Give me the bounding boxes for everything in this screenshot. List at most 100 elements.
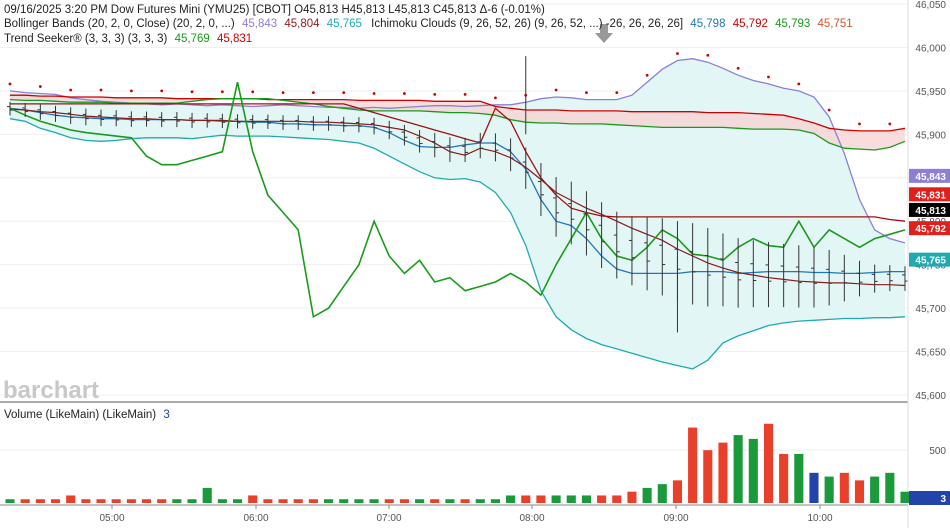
volume-bar [81,499,91,503]
volume-bar [839,472,849,503]
price-tick-label: 45,700 [915,304,946,315]
trend-seeker-dot [190,90,194,94]
time-tick-label: 10:00 [807,513,832,524]
volume-bar [217,499,227,503]
trend-seeker-dot [251,90,255,94]
volume-bar [126,499,136,503]
price-badge-bg [909,202,950,217]
legend-ts-a: 45,769 [175,33,210,45]
volume-bar [703,450,713,503]
volume-bar [308,499,318,503]
volume-bar [809,472,819,503]
legend-ichi-b: 45,792 [733,18,768,30]
volume-bar [900,491,910,503]
legend-bb-label: Bollinger Bands (20, 2, 0, Close) (20, 2… [4,18,235,30]
volume-bar [248,495,258,503]
price-badge: 45,813 [909,202,950,217]
trend-seeker-dot [676,52,679,55]
volume-bar [111,499,121,503]
ichimoku-span-b-line [10,94,906,132]
price-badge-bg [909,187,950,202]
volume-bar [5,499,15,503]
volume-bar [172,499,182,503]
price-tick-label: 45,600 [915,391,946,402]
legend-ichi-c: 45,793 [775,18,810,30]
volume-bar [627,491,637,503]
legend-ts-label: Trend Seeker® (3, 3, 3) (3, 3, 3) [4,33,168,45]
legend-ichi-d: 45,751 [817,18,852,30]
volume-legend: Volume (LikeMain) (LikeMain) 3 [4,409,170,421]
volume-bar [748,438,758,503]
legend-row-indicators: Bollinger Bands (20, 2, 0, Close) (20, 2… [4,18,853,30]
price-badge: 45,792 [909,221,950,236]
volume-bar [399,499,409,503]
trend-seeker-dot [38,85,42,88]
volume-bar [339,499,349,503]
volume-bar [430,499,440,503]
volume-badge-bg [909,491,950,505]
volume-bar [324,499,334,503]
volume-bar [475,499,485,503]
volume-tick-label: 500 [929,446,946,457]
volume-bar [672,480,683,503]
trend-seeker-dot [645,73,649,77]
price-axis: 46,05046,00045,95045,90045,85045,80045,7… [909,0,950,402]
volume-bar [141,499,152,503]
volume-bar [157,499,167,503]
trend-seeker-dot [494,96,497,100]
legend-row-trend-seeker: Trend Seeker® (3, 3, 3) (3, 3, 3) 45,769… [4,33,252,45]
volume-bar [566,495,576,503]
trend-seeker-dot [69,88,73,92]
volume-bar [536,495,546,503]
price-badge-label: 45,831 [915,190,946,201]
trend-seeker-dot [99,88,103,92]
volume-bar [854,480,865,503]
volume-bar [597,495,607,503]
volume-bar [384,499,394,503]
volume-bar [445,499,455,503]
ichimoku-base-line [10,103,906,222]
trend-seeker-line [9,82,906,319]
volume-bar [870,476,880,503]
volume-bar [779,453,789,503]
volume-bar [612,495,622,503]
price-tick-label: 45,650 [915,348,946,359]
volume-bar [718,442,728,503]
price-badge-label: 45,765 [915,256,946,267]
bollinger-band-fill [10,58,905,369]
price-tick-label: 46,000 [915,43,946,54]
trend-seeker-dot [160,89,164,93]
time-tick-label: 08:00 [519,513,544,524]
legend-ts-b: 45,831 [217,33,252,45]
bollinger-upper-line [9,58,906,244]
volume-bar [293,499,303,503]
price-tick-label: 46,050 [915,0,946,11]
legend-bb-upper: 45,843 [242,18,277,30]
volume-bar [278,499,288,503]
volume-bar [202,487,212,503]
trend-seeker-dot [827,108,831,112]
trend-seeker-dot [585,91,588,95]
price-badge-label: 45,813 [915,206,946,217]
volume-badge-label: 3 [940,494,946,505]
trend-seeker-dot [129,89,133,93]
trend-seeker-dot [403,92,406,95]
trend-seeker-dot [615,91,619,95]
time-tick-label: 07:00 [376,513,401,524]
time-tick-label: 06:00 [243,513,268,524]
bollinger-middle-line [9,108,906,287]
volume-bar [506,495,516,503]
volume-bar [66,495,76,503]
trend-seeker-dot [281,91,285,95]
trend-seeker-dot [220,90,224,94]
trend-seeker-dot [433,92,437,96]
price-badge: 45,765 [909,252,950,267]
volume-bar [688,427,698,503]
trend-seeker-dot [736,66,740,70]
volume-bar [581,495,591,503]
price-panel [0,3,908,396]
volume-bar [50,499,61,503]
volume-bar [354,499,364,503]
trend-seeker-dot [554,88,558,92]
